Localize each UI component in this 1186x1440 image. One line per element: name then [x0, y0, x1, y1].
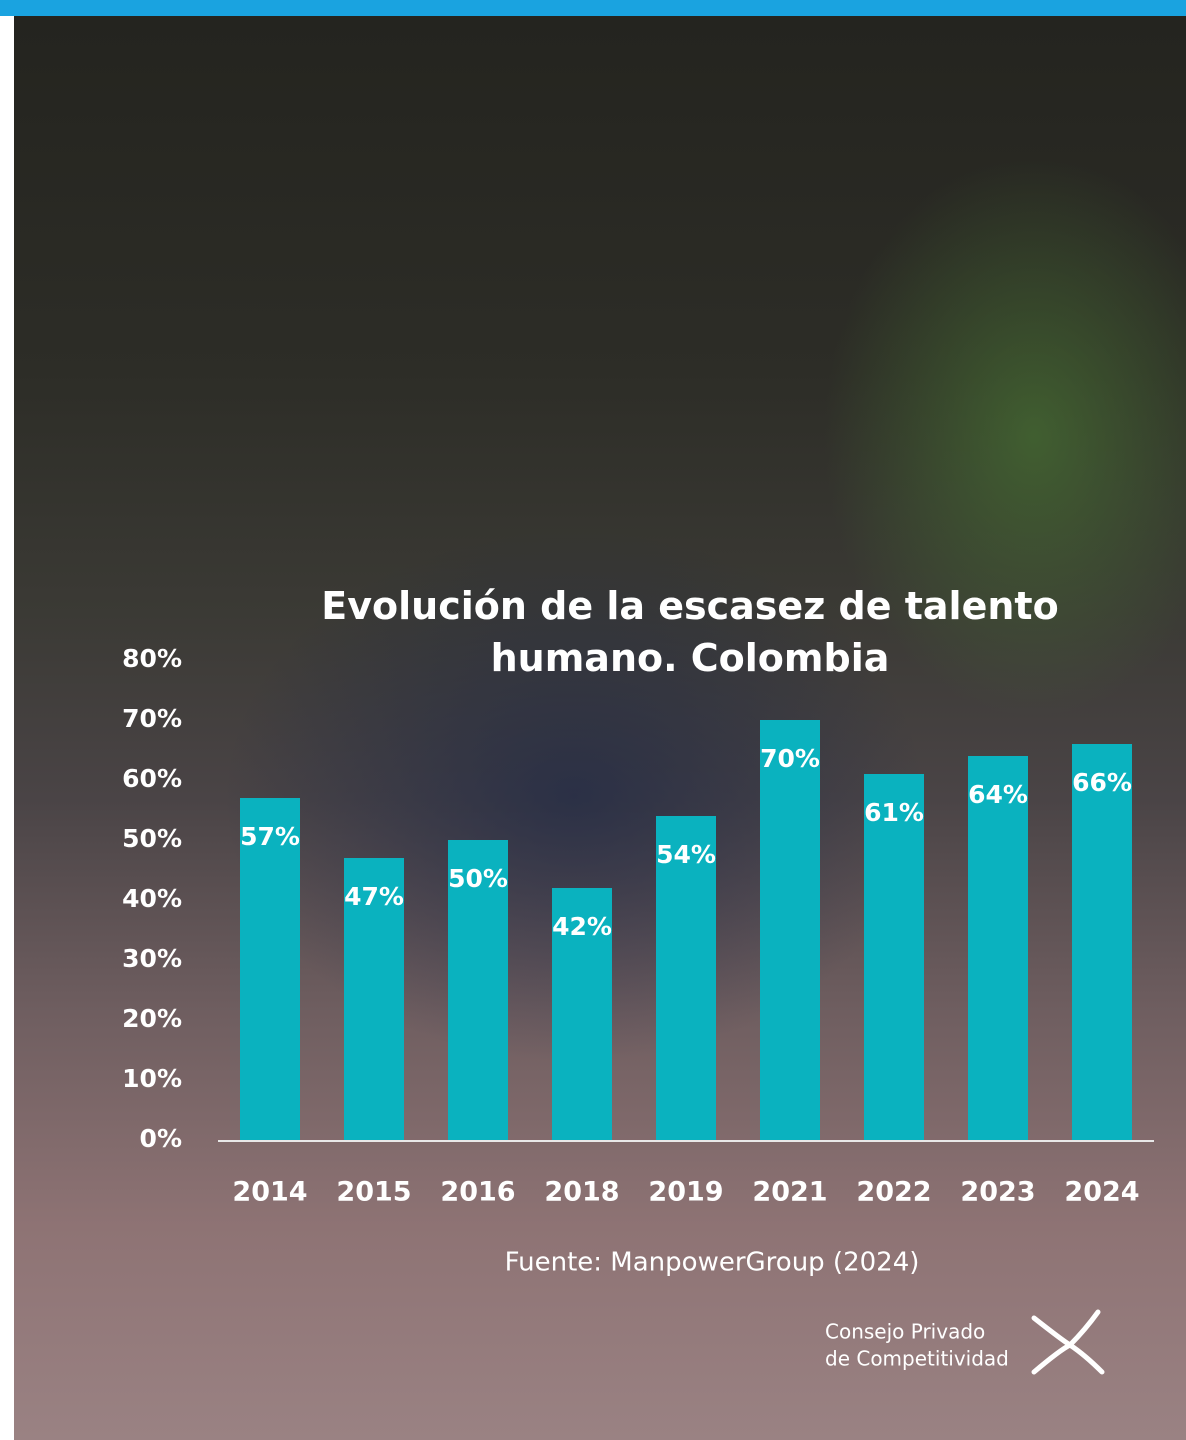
top-bar [0, 0, 1186, 16]
x-tick-label: 2022 [856, 1177, 931, 1208]
background-photo [14, 16, 1186, 1440]
value-label: 50% [448, 864, 508, 893]
x-tick-label: 2023 [960, 1177, 1035, 1208]
value-label: 47% [344, 882, 404, 911]
x-tick-label: 2021 [752, 1177, 827, 1208]
y-tick-label: 50% [122, 824, 182, 853]
x-tick-label: 2016 [440, 1177, 515, 1208]
bar [344, 858, 404, 1140]
bar [552, 888, 612, 1140]
bar [1072, 744, 1132, 1140]
x-tick-label: 2024 [1064, 1177, 1139, 1208]
y-tick-label: 30% [122, 944, 182, 973]
bar [864, 774, 924, 1140]
value-label: 64% [968, 780, 1028, 809]
x-tick-label: 2018 [544, 1177, 619, 1208]
y-tick-label: 60% [122, 764, 182, 793]
y-tick-label: 20% [122, 1004, 182, 1033]
bar [448, 840, 508, 1140]
y-tick-label: 0% [140, 1124, 182, 1153]
y-tick-label: 40% [122, 884, 182, 913]
value-label: 61% [864, 798, 924, 827]
logo-text: Consejo Privado [825, 1320, 985, 1344]
chart-title: Evolución de la escasez de talento human… [321, 584, 1059, 680]
logo-text: de Competitividad [825, 1347, 1009, 1371]
logo-icon [1031, 1309, 1105, 1375]
value-label: 42% [552, 912, 612, 941]
x-tick-label: 2014 [232, 1177, 307, 1208]
value-label: 57% [240, 822, 300, 851]
value-label: 66% [1072, 768, 1132, 797]
y-tick-label: 80% [122, 644, 182, 673]
bar [760, 720, 820, 1140]
value-label: 70% [760, 744, 820, 773]
value-label: 54% [656, 840, 716, 869]
bar [968, 756, 1028, 1140]
y-tick-label: 70% [122, 704, 182, 733]
bar [240, 798, 300, 1140]
y-tick-label: 10% [122, 1064, 182, 1093]
bar [656, 816, 716, 1140]
x-tick-label: 2019 [648, 1177, 723, 1208]
x-tick-label: 2015 [336, 1177, 411, 1208]
source: Fuente: ManpowerGroup (2024) [505, 1248, 920, 1278]
